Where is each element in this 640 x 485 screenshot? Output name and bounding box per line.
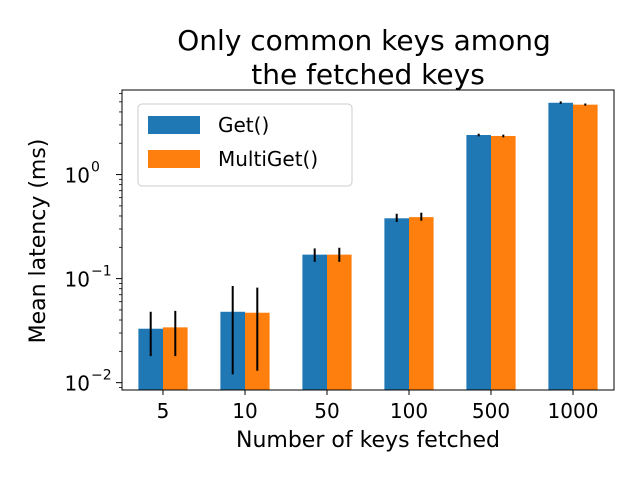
bar-multiget-1000 <box>573 104 598 390</box>
x-axis-label: Number of keys fetched <box>236 428 500 453</box>
y-tick-label: 10 <box>65 164 90 188</box>
y-tick-label-exponent: 0 <box>91 160 100 176</box>
y-tick-label: 10 <box>65 268 90 292</box>
x-tick-label: 10 <box>232 399 257 423</box>
bar-multiget-100 <box>409 217 434 390</box>
bar-get-1000 <box>548 102 573 391</box>
bar-get-100 <box>384 218 409 390</box>
legend-label-get: Get() <box>218 113 269 137</box>
x-tick-label: 100 <box>390 399 428 423</box>
axes-frame <box>121 89 615 391</box>
legend-swatch-get <box>148 116 200 134</box>
y-tick-label: 10 <box>65 372 90 396</box>
bar-get-500 <box>466 135 491 390</box>
y-tick-label-exponent: −2 <box>91 368 112 384</box>
chart-title-line-2: the fetched keys <box>251 58 485 91</box>
y-tick-label-exponent: −1 <box>91 264 112 280</box>
bar-get-50 <box>302 254 327 390</box>
y-axis-label: Mean latency (ms) <box>26 139 51 344</box>
bar-multiget-500 <box>491 135 516 390</box>
x-tick-label: 50 <box>314 399 339 423</box>
x-tick-label: 1000 <box>548 399 599 423</box>
legend-label-multiget: MultiGet() <box>218 147 318 171</box>
x-tick-label: 5 <box>157 399 170 423</box>
legend-swatch-multiget <box>148 150 200 168</box>
x-tick-label: 500 <box>472 399 510 423</box>
chart-title-line-1: Only common keys among <box>177 24 550 57</box>
bar-multiget-50 <box>327 254 352 390</box>
